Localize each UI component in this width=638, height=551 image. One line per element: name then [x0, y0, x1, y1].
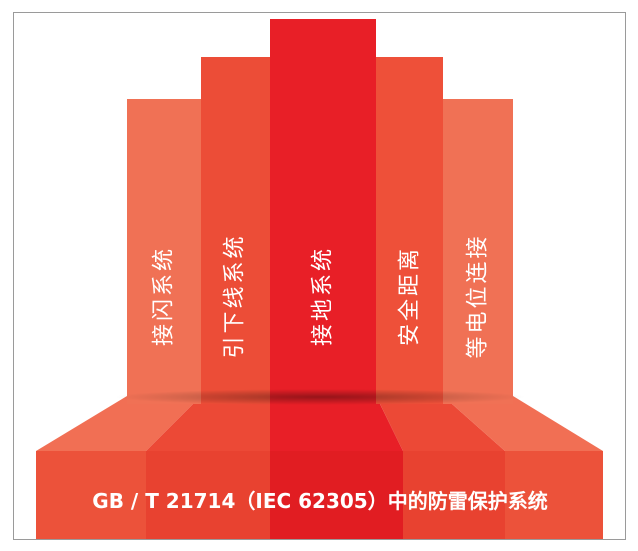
- column-1: [127, 99, 201, 404]
- column-4: [376, 57, 443, 404]
- base-segment-1: [36, 451, 146, 539]
- base-top-segment-2: [146, 396, 270, 451]
- base-top-segment-4: [376, 396, 505, 451]
- column-5: [443, 99, 513, 404]
- base-band: [36, 451, 603, 539]
- column-2: [201, 57, 270, 404]
- columns: [127, 19, 513, 404]
- column-base-shadow: [115, 389, 525, 405]
- base-top-segment-5: [443, 396, 603, 451]
- base-top-segment-3: [270, 396, 403, 451]
- column-3: [270, 19, 376, 404]
- column-label-4: 安全距离: [398, 246, 423, 346]
- base-segment-4: [403, 451, 505, 539]
- column-label-1: 接闪系统: [152, 246, 177, 346]
- base-segment-2: [146, 451, 270, 539]
- diagram-frame: 接闪系统 引下线系统 接地系统 安全距离 等电位连接 GB / T 21714（…: [13, 12, 626, 540]
- base-segment-5: [505, 451, 603, 539]
- base-title: GB / T 21714（IEC 62305）中的防雷保护系统: [92, 489, 547, 513]
- column-label-5: 等电位连接: [466, 233, 491, 358]
- lightning-protection-diagram: 接闪系统 引下线系统 接地系统 安全距离 等电位连接 GB / T 21714（…: [36, 19, 603, 539]
- column-label-2: 引下线系统: [223, 233, 248, 358]
- base-top-band: [36, 396, 603, 451]
- base-segment-3: [270, 451, 403, 539]
- column-label-3: 接地系统: [311, 246, 336, 346]
